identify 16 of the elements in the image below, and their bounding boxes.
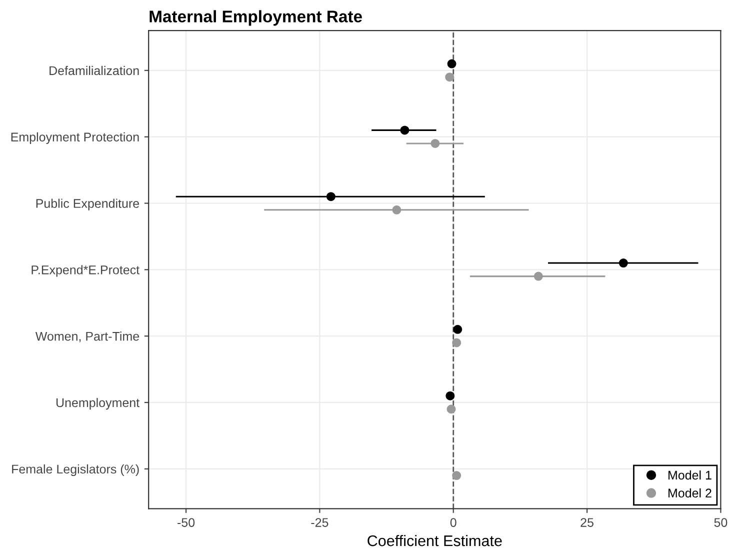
y-tick-label: Employment Protection	[11, 132, 139, 144]
y-tick-label: Public Expenditure	[36, 198, 140, 210]
y-tick-label: P.Expend*E.Protect	[32, 265, 140, 277]
y-tick-label: Unemployment	[56, 398, 140, 410]
chart-title: Maternal Employment Rate	[150, 10, 362, 26]
y-tick-label: Defamilialization	[50, 66, 139, 76]
x-tick-label: 25	[580, 518, 594, 527]
x-axis-title: Coefficient Estimate	[368, 534, 502, 546]
legend-label: Model 2	[668, 488, 712, 498]
x-tick-label: 50	[714, 518, 728, 527]
x-tick-label: 0	[450, 518, 456, 527]
x-tick-label: -50	[178, 518, 195, 527]
y-tick-label: Women, Part-Time	[35, 332, 140, 342]
x-tick-label: -25	[311, 518, 328, 527]
y-tick-label: Female Legislators (%)	[12, 464, 139, 476]
legend-label: Model 1	[668, 470, 712, 480]
